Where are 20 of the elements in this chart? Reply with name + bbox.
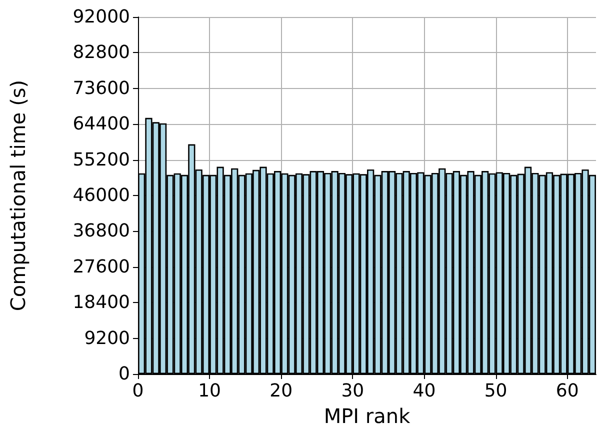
- x-tick-label: 40: [412, 380, 436, 402]
- y-tick-label: 82800: [72, 42, 130, 64]
- y-tick-label: 46000: [72, 185, 130, 206]
- x-tick-label: 0: [132, 380, 144, 402]
- y-tick-label: 92000: [72, 6, 130, 28]
- x-tick-label: 20: [270, 380, 293, 402]
- y-tick-label: 27600: [72, 256, 130, 278]
- y-tick-label: 36800: [72, 220, 130, 242]
- x-tick-label: 10: [198, 380, 222, 402]
- y-tick-label: 55200: [72, 149, 130, 170]
- x-axis-title: MPI rank: [324, 404, 411, 428]
- y-tick-label: 9200: [84, 328, 130, 349]
- y-axis-title: Computational time (s): [6, 80, 30, 312]
- x-tick-label: 50: [484, 380, 508, 402]
- y-tick-label: 64400: [72, 114, 130, 135]
- y-tick-label: 73600: [72, 78, 130, 99]
- y-tick-label: 18400: [72, 292, 130, 314]
- y-tick-label: 0: [118, 364, 130, 384]
- x-tick-label: 30: [341, 380, 364, 402]
- x-tick-label: 60: [556, 380, 579, 402]
